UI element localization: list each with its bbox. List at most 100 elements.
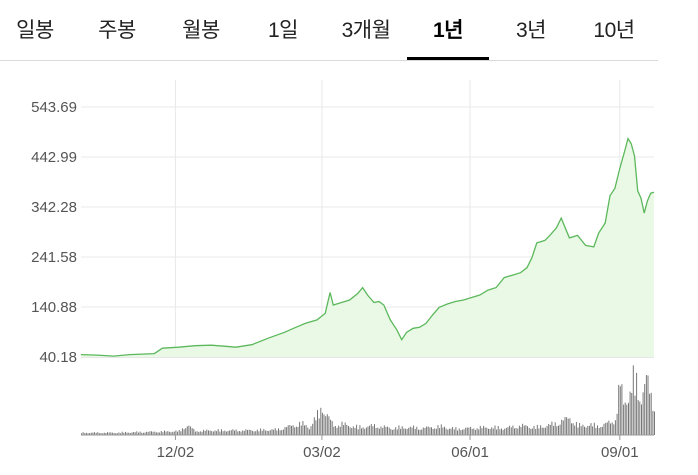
volume-bar — [618, 384, 620, 435]
volume-bar — [82, 432, 84, 435]
volume-bar — [404, 428, 406, 435]
volume-bar — [333, 426, 335, 435]
volume-bar — [146, 431, 148, 435]
volume-bar — [536, 424, 538, 435]
volume-bar — [209, 430, 211, 435]
volume-bar — [271, 429, 273, 435]
tab-3year[interactable]: 3년 — [516, 19, 547, 42]
volume-bar — [530, 428, 532, 435]
volume-bar — [510, 427, 512, 435]
volume-bar — [525, 425, 527, 435]
tab-daily[interactable]: 일봉 — [16, 19, 54, 42]
volume-bar — [126, 432, 128, 435]
volume-bar — [115, 433, 117, 435]
volume-bar — [426, 426, 428, 435]
volume-bar — [580, 426, 582, 435]
volume-bar — [631, 393, 633, 435]
volume-bar — [221, 429, 222, 435]
volume-bar — [151, 431, 152, 435]
tab-10year[interactable]: 10년 — [593, 19, 635, 42]
volume-bar — [522, 423, 524, 435]
volume-bar — [395, 427, 397, 435]
volume-bar — [170, 432, 172, 435]
volume-bar — [365, 427, 367, 435]
volume-bar — [654, 411, 655, 435]
volume-bar — [375, 428, 377, 435]
volume-bar — [444, 426, 445, 435]
volume-bar — [461, 429, 463, 435]
volume-bar — [548, 424, 550, 435]
volume-bar — [141, 432, 143, 435]
volume-bar — [424, 427, 426, 435]
volume-bar — [108, 432, 110, 435]
volume-bar — [286, 427, 288, 435]
volume-bar — [543, 427, 545, 435]
volume-bar — [105, 433, 107, 435]
volume-bar — [367, 426, 369, 435]
volume-bar — [103, 432, 105, 435]
volume-bar — [470, 426, 472, 435]
volume-bar — [222, 431, 224, 435]
tab-1day[interactable]: 1일 — [268, 19, 299, 42]
volume-bar — [492, 428, 494, 435]
tab-1year[interactable]: 1년 — [407, 14, 489, 60]
volume-bar — [302, 421, 304, 435]
volume-bar — [380, 426, 382, 435]
volume-bar — [559, 424, 561, 435]
tab-3month[interactable]: 3개월 — [341, 19, 391, 42]
volume-bar — [494, 425, 496, 435]
volume-bar — [152, 431, 154, 435]
volume-bar — [502, 429, 504, 435]
volume-bar — [307, 427, 309, 435]
volume-bar — [87, 433, 89, 435]
volume-bar — [203, 429, 205, 435]
tab-weekly[interactable]: 주봉 — [98, 19, 136, 42]
volume-bar — [116, 433, 118, 435]
volume-bar — [278, 428, 279, 435]
period-tabs: 일봉 주봉 월봉 1일 3개월 1년 3년 10년 — [0, 0, 658, 61]
volume-bar — [136, 431, 138, 435]
volume-bar — [305, 425, 307, 435]
volume-bar — [338, 425, 340, 435]
volume-bar — [107, 432, 108, 435]
volume-bar — [408, 427, 410, 435]
volume-bar — [597, 425, 598, 435]
volume-bar — [645, 375, 647, 435]
volume-bar — [533, 426, 535, 435]
volume-bar — [613, 424, 615, 435]
volume-bar — [354, 427, 356, 435]
volume-bar — [593, 422, 595, 435]
y-tick-label: 40.18 — [39, 349, 77, 366]
tab-monthly[interactable]: 월봉 — [182, 19, 220, 42]
volume-bar — [84, 433, 86, 435]
volume-bar — [577, 427, 579, 435]
volume-bar — [621, 384, 623, 435]
volume-bar — [178, 430, 180, 435]
volume-bar — [330, 419, 332, 435]
volume-bar — [588, 425, 590, 435]
volume-bar — [629, 391, 631, 435]
volume-bar — [352, 426, 354, 435]
volume-bar — [541, 427, 543, 435]
volume-bar — [313, 417, 315, 435]
volume-bar — [94, 432, 95, 435]
price-line — [80, 137, 655, 357]
price-area — [81, 138, 654, 357]
volume-bar — [186, 426, 188, 435]
y-tick-label: 140.88 — [31, 299, 77, 316]
volume-bar — [514, 428, 515, 435]
volume-bar — [102, 433, 104, 435]
volume-bar — [297, 426, 299, 435]
volume-bar — [624, 402, 626, 435]
volume-bar — [348, 425, 349, 435]
volume-bar — [406, 428, 408, 435]
volume-bar — [263, 429, 265, 435]
volume-bar — [317, 410, 318, 435]
volume-bar — [422, 427, 424, 435]
volume-bar — [180, 431, 182, 435]
volume-bar — [396, 429, 398, 435]
volume-bar — [243, 430, 245, 435]
volume-bar — [489, 429, 491, 435]
volume-bar — [611, 422, 613, 435]
volume-bar — [377, 427, 379, 435]
